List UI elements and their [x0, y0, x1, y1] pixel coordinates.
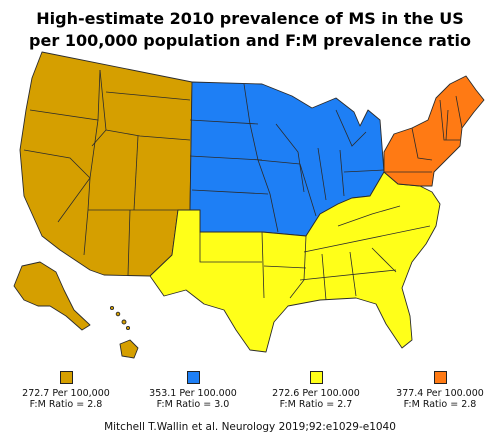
legend-swatch	[433, 371, 447, 384]
legend-prevalence: 272.7 Per 100,000	[22, 388, 110, 399]
region-west	[13, 51, 193, 359]
legend-prevalence: 377.4 Per 100.000	[396, 388, 484, 399]
legend-item: 272.7 Per 100,000 F:M Ratio = 2.8	[6, 368, 126, 410]
legend-ratio: F:M Ratio = 2.8	[403, 399, 477, 410]
us-map	[0, 48, 500, 368]
legend: 272.7 Per 100,000 F:M Ratio = 2.8 353.1 Pe…	[0, 368, 500, 416]
region-northeast-shape	[383, 75, 485, 187]
region-midwest	[189, 81, 385, 237]
legend-ratio: F:M Ratio = 3.0	[156, 399, 230, 410]
legend-item: 272.6 Per 100.000 F:M Ratio = 2.7	[256, 368, 376, 410]
legend-prevalence: 353.1 Per 100.000	[149, 388, 237, 399]
region-south-shape	[149, 171, 441, 353]
hawaii-shape	[109, 305, 139, 359]
legend-swatch	[309, 371, 323, 384]
legend-item: 377.4 Per 100.000 F:M Ratio = 2.8	[380, 368, 500, 410]
us-map-svg	[13, 51, 485, 359]
legend-item: 353.1 Per 100.000 F:M Ratio = 3.0	[133, 368, 253, 410]
legend-swatch	[186, 371, 200, 384]
map-title: High-estimate 2010 prevalence of MS in t…	[0, 8, 500, 52]
legend-ratio: F:M Ratio = 2.7	[279, 399, 353, 410]
citation: Mitchell T.Wallin et al. Neurology 2019;…	[104, 421, 396, 433]
legend-swatch	[59, 371, 73, 384]
region-west-shape	[19, 51, 193, 277]
map-title-line-2: per 100,000 population and F:M prevalenc…	[29, 31, 471, 50]
legend-ratio: F:M Ratio = 2.8	[29, 399, 103, 410]
alaska-shape	[13, 261, 91, 331]
region-south	[149, 171, 441, 353]
map-title-line-1: High-estimate 2010 prevalence of MS in t…	[36, 9, 464, 28]
legend-prevalence: 272.6 Per 100.000	[272, 388, 360, 399]
region-northeast	[383, 75, 485, 187]
